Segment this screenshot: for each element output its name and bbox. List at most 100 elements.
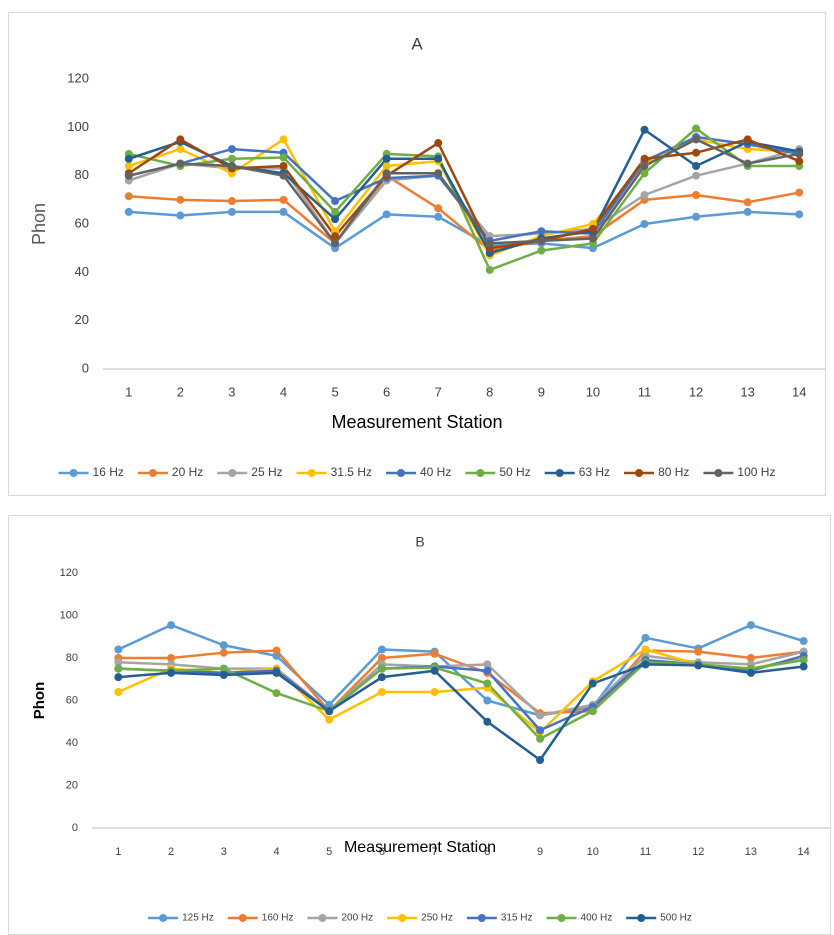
- x-tick-label: 14: [792, 384, 806, 399]
- legend-label: 125 Hz: [182, 913, 214, 924]
- legend-marker: [238, 914, 247, 922]
- data-point: [434, 169, 443, 178]
- data-point: [692, 135, 701, 144]
- x-tick-label: 14: [798, 846, 810, 858]
- data-point: [279, 171, 288, 180]
- data-point: [167, 621, 176, 630]
- data-point: [692, 162, 701, 170]
- data-point: [743, 135, 752, 144]
- data-point: [377, 673, 386, 682]
- data-point: [382, 154, 391, 163]
- data-point: [219, 648, 228, 657]
- y-tick-label: 20: [75, 312, 89, 327]
- x-tick-label: 5: [326, 846, 332, 858]
- legend-marker: [69, 469, 78, 477]
- data-point: [272, 689, 281, 698]
- data-point: [588, 679, 597, 688]
- data-point: [536, 734, 545, 743]
- data-point: [382, 162, 391, 170]
- data-point: [124, 171, 133, 180]
- y-tick-label: 60: [66, 694, 78, 706]
- legend: 16 Hz 20 Hz 25 Hz 31.5 Hz 40 Hz 50 Hz 63 Hz 80 …: [58, 465, 775, 479]
- data-point: [377, 645, 386, 654]
- x-tick-label: 12: [692, 846, 704, 858]
- x-axis-title: Measurement Station: [331, 412, 502, 432]
- legend-label: 31.5 Hz: [331, 465, 372, 479]
- data-point: [124, 162, 133, 170]
- data-point: [795, 157, 804, 166]
- data-point: [124, 154, 133, 163]
- legend-marker: [396, 469, 405, 477]
- legend-marker: [635, 469, 644, 477]
- y-axis-title: Phon: [29, 203, 49, 245]
- data-point: [331, 197, 340, 206]
- x-tick-label: 9: [538, 384, 545, 399]
- y-tick-label: 60: [75, 215, 89, 230]
- legend-marker: [555, 469, 564, 477]
- data-point: [219, 664, 228, 673]
- data-point: [799, 656, 808, 665]
- x-tick-label: 12: [689, 384, 703, 399]
- data-point: [167, 654, 176, 662]
- legend-label: 400 Hz: [581, 913, 613, 924]
- data-point: [536, 756, 545, 764]
- legend-label: 25 Hz: [251, 465, 282, 479]
- data-point: [795, 149, 804, 158]
- data-point: [124, 192, 133, 201]
- x-tick-label: 11: [638, 384, 652, 399]
- chart-a-frame: [8, 12, 826, 496]
- data-point: [219, 641, 228, 650]
- data-point: [483, 717, 492, 726]
- data-point: [799, 662, 808, 671]
- y-tick-label: 0: [72, 822, 78, 834]
- data-point: [641, 645, 650, 654]
- data-point: [227, 145, 236, 154]
- y-tick-label: 40: [66, 737, 78, 749]
- data-point: [227, 162, 236, 170]
- legend-label: 200 Hz: [341, 913, 373, 924]
- data-point: [434, 139, 443, 148]
- data-point: [227, 207, 236, 216]
- chart-title: B: [415, 534, 424, 550]
- data-point: [640, 154, 649, 163]
- data-point: [382, 169, 391, 178]
- data-point: [167, 668, 176, 677]
- data-point: [483, 696, 492, 705]
- data-point: [485, 239, 494, 248]
- data-point: [485, 265, 494, 274]
- data-point: [434, 212, 443, 221]
- legend-marker: [159, 914, 168, 922]
- legend-marker: [637, 914, 646, 922]
- legend-label: 100 Hz: [737, 465, 775, 479]
- x-tick-label: 10: [586, 384, 600, 399]
- data-point: [114, 688, 123, 696]
- data-point: [537, 246, 546, 255]
- legend-label: 20 Hz: [172, 465, 203, 479]
- data-point: [536, 726, 545, 735]
- x-tick-label: 13: [745, 846, 757, 858]
- chart-title: A: [411, 34, 423, 53]
- y-tick-label: 80: [66, 652, 78, 664]
- data-point: [692, 191, 701, 199]
- x-tick-label: 3: [228, 384, 235, 399]
- data-point: [588, 224, 597, 233]
- legend-marker: [228, 469, 237, 477]
- data-point: [227, 154, 236, 163]
- data-point: [430, 649, 439, 658]
- data-point: [325, 700, 334, 709]
- data-point: [746, 668, 755, 677]
- data-point: [176, 211, 185, 220]
- data-point: [795, 188, 804, 197]
- legend-marker: [148, 469, 157, 477]
- y-tick-label: 100: [60, 609, 78, 621]
- series-line: [118, 663, 804, 762]
- legend-label: 160 Hz: [262, 913, 294, 924]
- x-tick-label: 3: [221, 846, 227, 858]
- data-point: [114, 658, 123, 667]
- series-line: [128, 174, 800, 252]
- data-point: [377, 664, 386, 673]
- data-point: [219, 671, 228, 679]
- y-tick-label: 120: [60, 567, 78, 579]
- x-tick-label: 2: [177, 384, 184, 399]
